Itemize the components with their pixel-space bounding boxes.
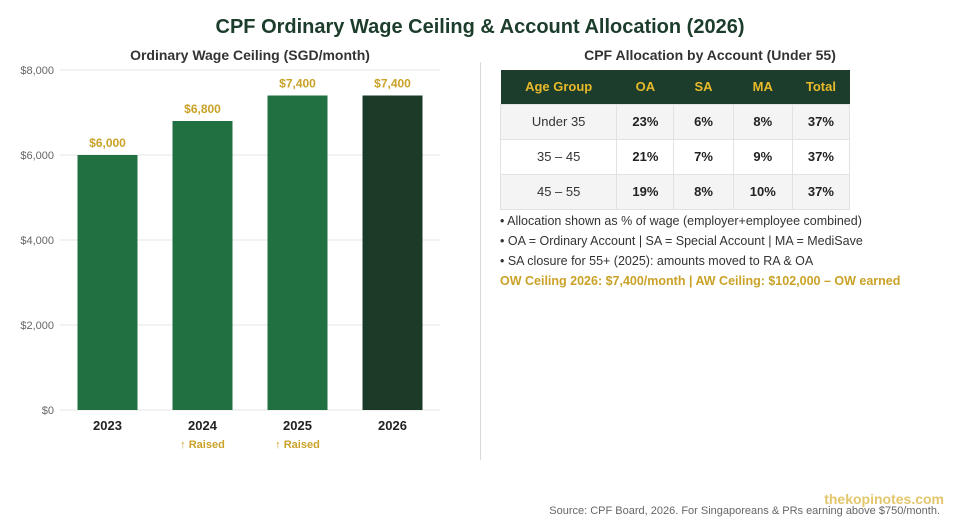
cell-oa: 19% [616, 173, 675, 210]
bar [362, 95, 423, 410]
cell-oa: 21% [616, 138, 675, 175]
bar [172, 121, 233, 410]
header-ma: MA [733, 70, 793, 104]
header-age-group: Age Group [500, 70, 617, 104]
bar [267, 95, 328, 410]
y-tick-label: $4,000 [20, 235, 54, 247]
section-divider [480, 62, 481, 460]
y-tick-label: $8,000 [20, 65, 54, 77]
cell-sa: 7% [673, 138, 734, 175]
bar-value-label: $7,400 [374, 77, 411, 91]
x-tick-label: 2026 [378, 418, 407, 433]
cell-total: 37% [791, 103, 851, 140]
cell-total: 37% [791, 173, 851, 210]
x-tick-label: 2025 [283, 418, 312, 433]
cell-sa: 6% [673, 103, 734, 140]
y-tick-label: $6,000 [20, 150, 54, 162]
ow-ceiling-bar-chart: $0 $2,000 $4,000 $6,000 $8,000 $6,000 2023 $6,8… [20, 65, 440, 451]
cell-sa: 8% [673, 173, 734, 210]
page-title: CPF Ordinary Wage Ceiling & Account Allo… [215, 16, 745, 38]
note-account-legend: • OA = Ordinary Account | SA = Special A… [500, 234, 863, 248]
table-row: 45 – 55 19% 8% 10% 37% [499, 173, 851, 210]
cell-ma: 8% [732, 103, 793, 140]
header-sa: SA [673, 70, 734, 104]
bar-value-label: $6,800 [184, 102, 221, 116]
bar-value-label: $6,000 [89, 136, 126, 150]
x-tick-label: 2024 [188, 418, 218, 433]
bar-value-label: $7,400 [279, 77, 316, 91]
bar-note-label: ↑ Raised [180, 439, 225, 451]
table-row: Under 35 23% 6% 8% 37% [499, 103, 851, 140]
note-allocation: • Allocation shown as % of wage (employe… [500, 214, 862, 228]
notes-block: • Allocation shown as % of wage (employe… [500, 211, 950, 291]
cell-age-group: 35 – 45 [499, 138, 618, 175]
bar-note-label: ↑ Raised [275, 439, 320, 451]
cell-age-group: 45 – 55 [499, 173, 618, 210]
y-tick-label: $0 [42, 405, 54, 417]
x-tick-label: 2023 [93, 418, 122, 433]
note-ceiling-highlight: OW Ceiling 2026: $7,400/month | AW Ceili… [500, 274, 901, 288]
cell-ma: 10% [732, 173, 793, 210]
table-title: CPF Allocation by Account (Under 55) [584, 47, 836, 63]
cell-total: 37% [791, 138, 851, 175]
cell-oa: 23% [616, 103, 675, 140]
source-note: Source: CPF Board, 2026. For Singaporean… [549, 505, 940, 517]
cell-age-group: Under 35 [499, 103, 618, 140]
chart-title: Ordinary Wage Ceiling (SGD/month) [130, 47, 370, 63]
header-oa: OA [616, 70, 674, 104]
bar [77, 155, 138, 410]
allocation-table: Age Group OA SA MA Total Under 35 23% 6%… [499, 70, 851, 210]
table-header-row: Age Group OA SA MA Total [500, 70, 850, 104]
table-row: 35 – 45 21% 7% 9% 37% [499, 138, 851, 175]
cell-ma: 9% [732, 138, 793, 175]
brand-watermark: thekopinotes.com [824, 491, 944, 507]
y-tick-label: $2,000 [20, 320, 54, 332]
header-total: Total [792, 70, 850, 104]
note-sa-closure: • SA closure for 55+ (2025): amounts mov… [500, 254, 814, 268]
